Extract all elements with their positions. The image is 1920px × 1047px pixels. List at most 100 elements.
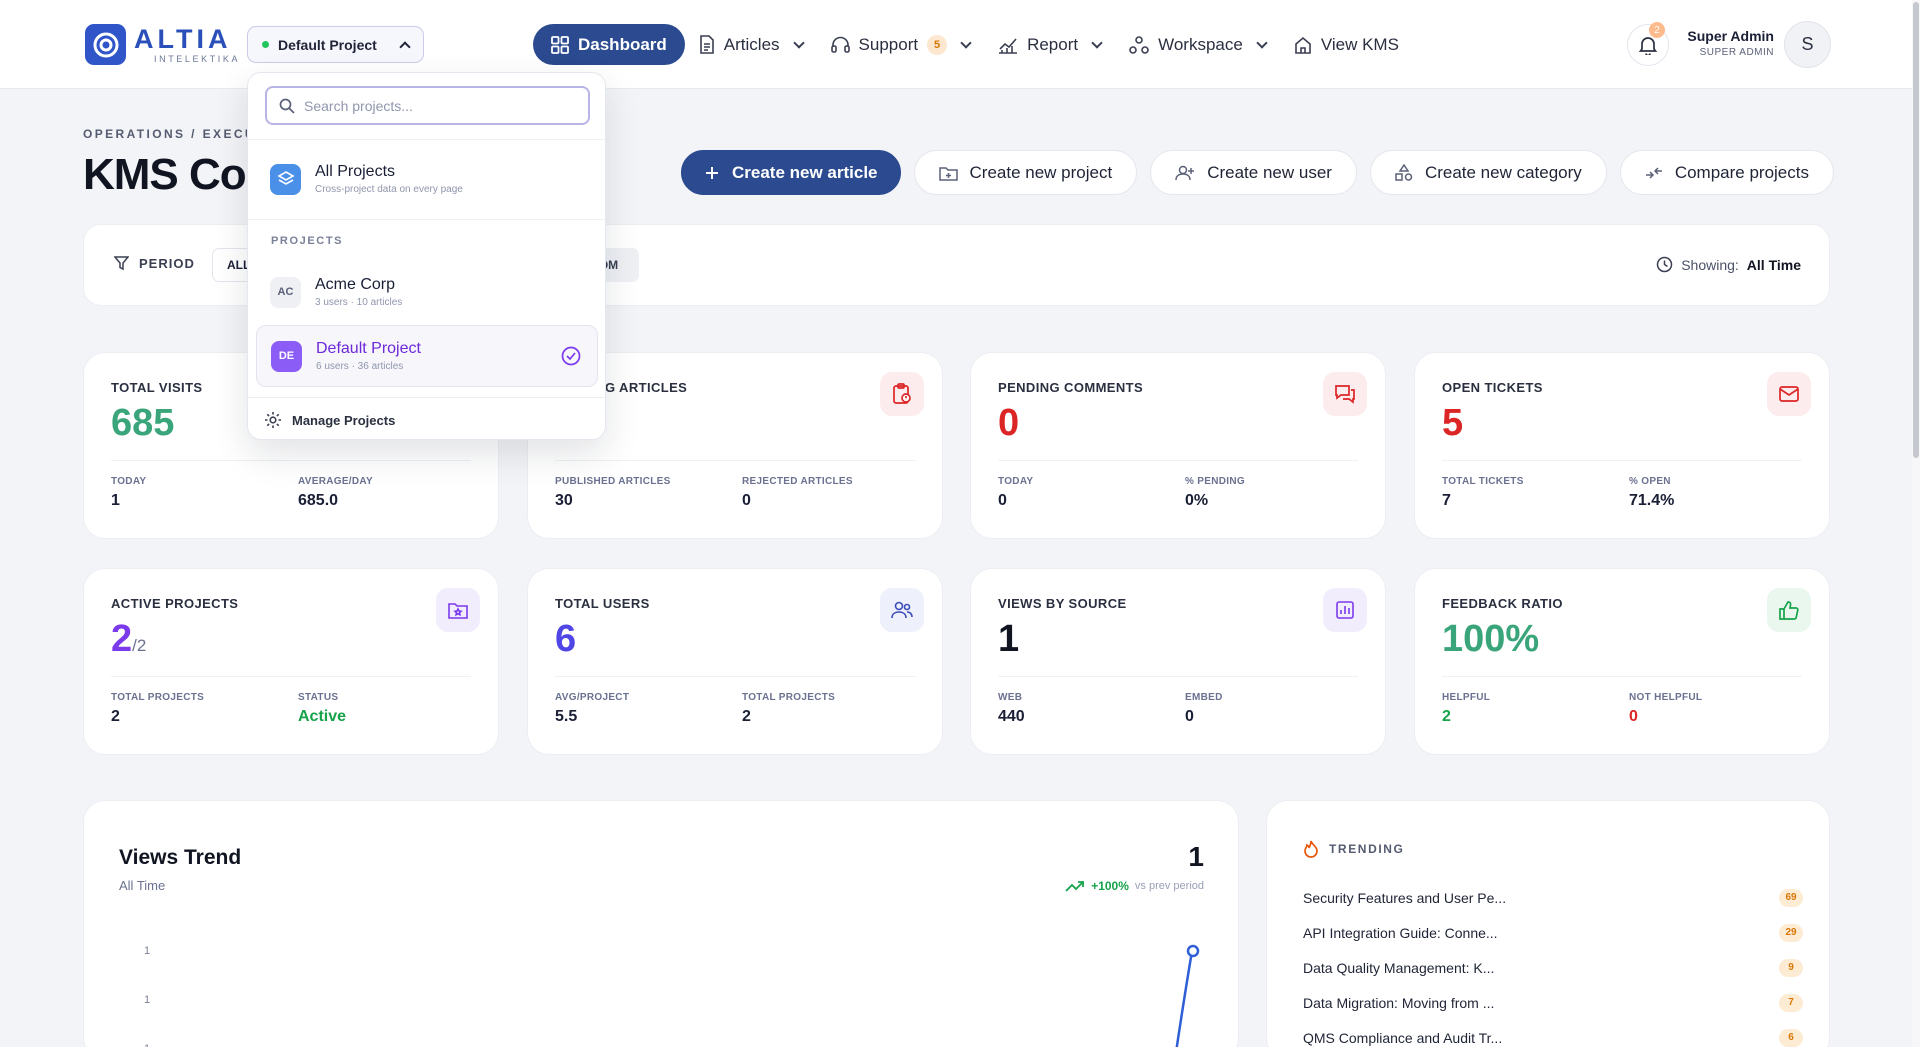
brand-subtitle: INTELEKTIKA <box>154 53 241 64</box>
project-switcher-button[interactable]: Default Project <box>247 26 424 63</box>
kpi-sub-label: TODAY <box>998 476 1034 487</box>
trending-item-title: Data Quality Management: K... <box>1303 959 1495 976</box>
nav-dashboard[interactable]: Dashboard <box>533 24 685 65</box>
trending-item-title: Data Migration: Moving from ... <box>1303 994 1495 1011</box>
trend-delta-compare: vs prev period <box>1134 880 1204 892</box>
search-input[interactable] <box>304 97 574 114</box>
chevron-down-icon <box>1256 36 1268 49</box>
option-meta: 6 users · 36 articles <box>316 361 404 372</box>
create-project-button[interactable]: Create new project <box>913 150 1138 195</box>
scrollbar-thumb[interactable] <box>1913 2 1919 458</box>
avatar[interactable]: S <box>1784 21 1831 68</box>
layers-icon <box>270 163 301 195</box>
showing-indicator: Showing: All Time <box>1656 256 1801 273</box>
views-trend-chart: 1 1 1 <box>144 944 1200 1047</box>
trending-item-title: QMS Compliance and Audit Tr... <box>1303 1029 1503 1046</box>
kpi-sub-label: TODAY <box>111 476 147 487</box>
trending-header: TRENDING <box>1303 840 1404 858</box>
compare-projects-button[interactable]: Compare projects <box>1619 150 1834 195</box>
user-info[interactable]: Super Admin SUPER ADMIN <box>1686 28 1774 58</box>
kpi-title: ACTIVE PROJECTS <box>111 596 239 611</box>
trending-label: TRENDING <box>1329 842 1405 856</box>
kpi-sub-value: 0 <box>1185 708 1194 725</box>
trending-item[interactable]: Security Features and User Pe... 69 <box>1303 880 1803 915</box>
trend-subtitle: All Time <box>119 878 166 893</box>
clipboard-alert-icon <box>880 372 924 416</box>
kpi-sub-label: % OPEN <box>1629 476 1671 487</box>
create-article-button[interactable]: Create new article <box>681 150 901 195</box>
dashboard-grid-icon <box>551 35 569 54</box>
option-name: Acme Corp <box>315 276 396 293</box>
trending-item-count: 9 <box>1779 958 1803 977</box>
nav-report[interactable]: Report <box>984 24 1115 65</box>
option-meta: Cross-project data on every page <box>315 184 463 195</box>
nav-view-kms[interactable]: View KMS <box>1280 24 1413 65</box>
trending-item-count: 7 <box>1779 993 1803 1012</box>
filter-icon <box>114 256 129 271</box>
y-tick-label: 1 <box>144 945 150 957</box>
kpi-value: 1 <box>998 618 1020 660</box>
nav-articles[interactable]: Articles <box>685 24 817 65</box>
main-nav: Dashboard Articles Support 5 Report Work… <box>533 24 1413 65</box>
trend-delta-value: +100% <box>1091 879 1129 893</box>
gear-icon <box>265 412 281 428</box>
compare-projects-label: Compare projects <box>1674 162 1809 182</box>
y-tick-label: 1 <box>144 994 150 1006</box>
headset-icon <box>830 36 850 53</box>
kpi-sub-label: EMBED <box>1185 692 1223 703</box>
project-option-acme[interactable]: AC Acme Corp 3 users · 10 articles <box>256 261 598 323</box>
trending-item-title: API Integration Guide: Conne... <box>1303 924 1498 941</box>
notification-count-badge: 2 <box>1649 22 1665 38</box>
kpi-sub-label: TOTAL TICKETS <box>1442 476 1524 487</box>
kpi-sub-value: 0 <box>998 492 1007 509</box>
nav-workspace[interactable]: Workspace <box>1115 24 1280 65</box>
manage-projects-link[interactable]: Manage Projects <box>264 411 395 429</box>
kpi-sub-value: Active <box>298 708 347 725</box>
trending-item[interactable]: Data Quality Management: K... 9 <box>1303 950 1803 985</box>
project-dropdown: All Projects Cross-project data on every… <box>247 72 606 440</box>
kpi-sub-label: STATUS <box>298 692 339 703</box>
kpi-sub-label: TOTAL PROJECTS <box>742 692 836 703</box>
nav-report-label: Report <box>1027 34 1079 54</box>
nav-support-label: Support <box>858 34 919 54</box>
page-scrollbar[interactable] <box>1912 0 1920 1047</box>
projects-section-label: PROJECTS <box>271 235 344 247</box>
kpi-sub-value: 0 <box>1629 708 1638 725</box>
create-user-button[interactable]: Create new user <box>1150 150 1357 195</box>
thumbs-up-icon <box>1767 588 1811 632</box>
trending-item[interactable]: API Integration Guide: Conne... 29 <box>1303 915 1803 950</box>
brand-logo[interactable]: ALTIA INTELEKTIKA <box>85 24 240 65</box>
check-circle-icon <box>561 346 581 366</box>
kpi-sub-label: TOTAL PROJECTS <box>111 692 205 703</box>
kpi-title: OPEN TICKETS <box>1442 380 1543 395</box>
period-label: PERIOD <box>139 256 195 271</box>
kpi-sub-value: 71.4% <box>1629 492 1675 509</box>
option-name: All Projects <box>315 163 396 180</box>
views-trend-panel: Views Trend All Time 1 +100% vs prev per… <box>83 800 1239 1047</box>
trending-item[interactable]: QMS Compliance and Audit Tr... 6 <box>1303 1020 1803 1047</box>
kpi-card-total-users: TOTAL USERS 6 AVG/PROJECT 5.5 TOTAL PROJE… <box>527 568 943 755</box>
project-search[interactable] <box>265 86 590 125</box>
nav-support[interactable]: Support 5 <box>817 24 985 65</box>
kpi-title: TOTAL VISITS <box>111 380 203 395</box>
create-category-button[interactable]: Create new category <box>1369 150 1607 195</box>
kpi-sub-value: 440 <box>998 708 1025 725</box>
users-icon <box>880 588 924 632</box>
kpi-sub-value: 2 <box>742 708 751 725</box>
trending-item-title: Security Features and User Pe... <box>1303 889 1507 906</box>
project-option-default[interactable]: DE Default Project 6 users · 36 articles <box>256 325 598 387</box>
kpi-sub-value: 2 <box>111 708 120 725</box>
trending-item[interactable]: Data Migration: Moving from ... 7 <box>1303 985 1803 1020</box>
kpi-value: 5 <box>1442 402 1464 444</box>
quick-actions: Create new article Create new project Cr… <box>681 150 1834 195</box>
kpi-sub-value: 0% <box>1185 492 1209 509</box>
kpi-value: 0 <box>998 402 1020 444</box>
create-user-label: Create new user <box>1207 162 1332 182</box>
project-status-dot <box>262 41 269 48</box>
project-switcher-label: Default Project <box>278 36 377 53</box>
chevron-up-icon <box>399 40 411 53</box>
all-projects-option[interactable]: All Projects Cross-project data on every… <box>256 148 598 210</box>
chevron-down-icon <box>960 36 972 49</box>
bar-chart-icon <box>1323 588 1367 632</box>
kpi-sub-label: AVERAGE/DAY <box>298 476 373 487</box>
